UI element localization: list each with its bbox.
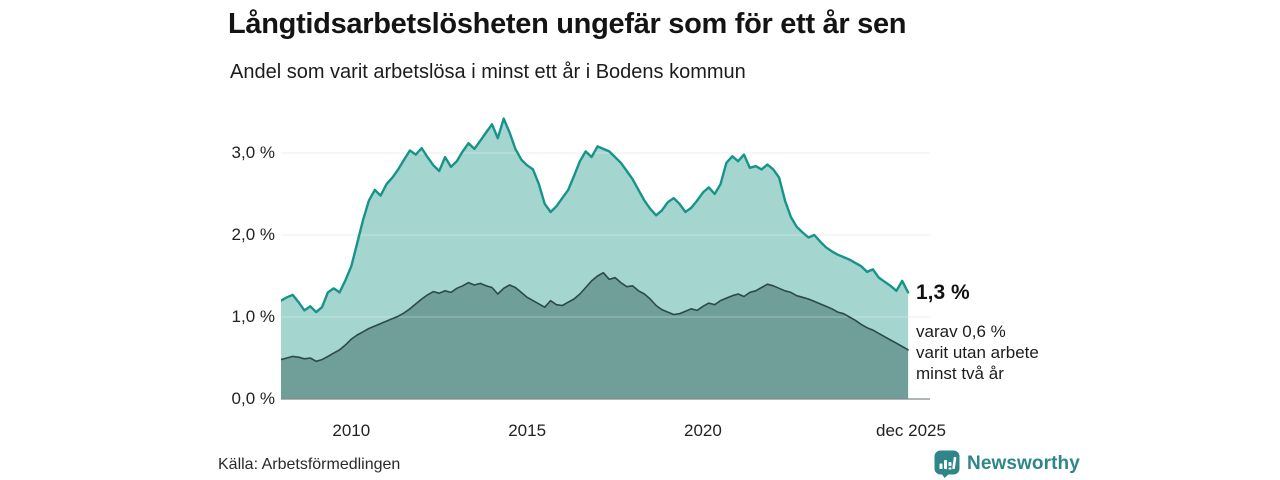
newsworthy-wordmark: Newsworthy [967, 453, 1080, 474]
newsworthy-logo[interactable]: Newsworthy [934, 450, 1080, 478]
series-end-label-total: 1,3 % [916, 281, 970, 304]
annotation-line-3: minst två år [916, 364, 1004, 383]
chart-subtitle: Andel som varit arbetslösa i minst ett å… [230, 61, 746, 83]
y-tick-label: 1,0 % [231, 307, 275, 326]
newsworthy-bubble-chart-icon [934, 450, 960, 478]
x-tick-label: 2010 [332, 421, 371, 440]
y-tick-label: 2,0 % [231, 225, 275, 244]
x-tick-label: dec 2025 [876, 421, 946, 440]
page-title: Långtidsarbetslösheten ungefär som för e… [228, 8, 907, 40]
x-axis-labels: 2010 2015 2020 dec 2025 [281, 421, 946, 445]
annotation-line-1: varav 0,6 % [916, 322, 1006, 341]
source-credit: Källa: Arbetsförmedlingen [218, 456, 401, 473]
area-chart [281, 117, 930, 400]
x-tick-label: 2020 [684, 421, 722, 440]
y-tick-label: 0,0 % [231, 389, 275, 408]
y-axis-labels: 0,0 % 1,0 % 2,0 % 3,0 % [190, 112, 275, 408]
y-tick-label: 3,0 % [231, 143, 275, 162]
series-end-label-subset: varav 0,6 % varit utan arbete minst två … [916, 321, 1039, 384]
annotation-line-2: varit utan arbete [916, 343, 1039, 362]
x-tick-label: 2015 [508, 421, 547, 440]
